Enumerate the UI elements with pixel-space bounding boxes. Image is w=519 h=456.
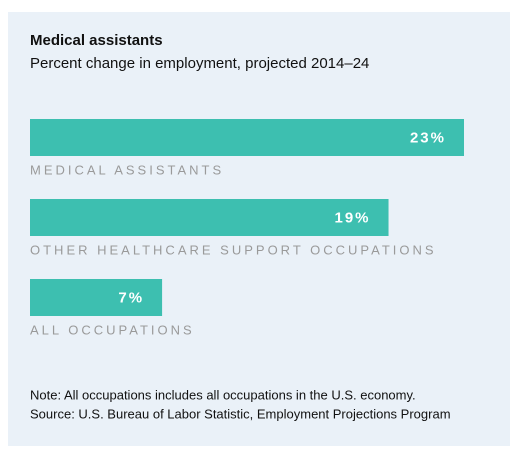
bar bbox=[30, 279, 163, 316]
value-label: 7% bbox=[118, 289, 144, 306]
value-label: 19% bbox=[334, 209, 370, 226]
bar bbox=[30, 199, 389, 236]
value-label: 23% bbox=[410, 129, 446, 146]
category-label: OTHER HEALTHCARE SUPPORT OCCUPATIONS bbox=[30, 242, 437, 257]
bar bbox=[30, 119, 464, 156]
source: Source: U.S. Bureau of Labor Statistic, … bbox=[30, 406, 451, 421]
chart-subtitle: Percent change in employment, projected … bbox=[30, 55, 369, 72]
category-label: ALL OCCUPATIONS bbox=[30, 322, 195, 337]
note: Note: All occupations includes all occup… bbox=[30, 387, 416, 402]
category-label: MEDICAL ASSISTANTS bbox=[30, 162, 224, 177]
chart-title: Medical assistants bbox=[30, 32, 163, 49]
